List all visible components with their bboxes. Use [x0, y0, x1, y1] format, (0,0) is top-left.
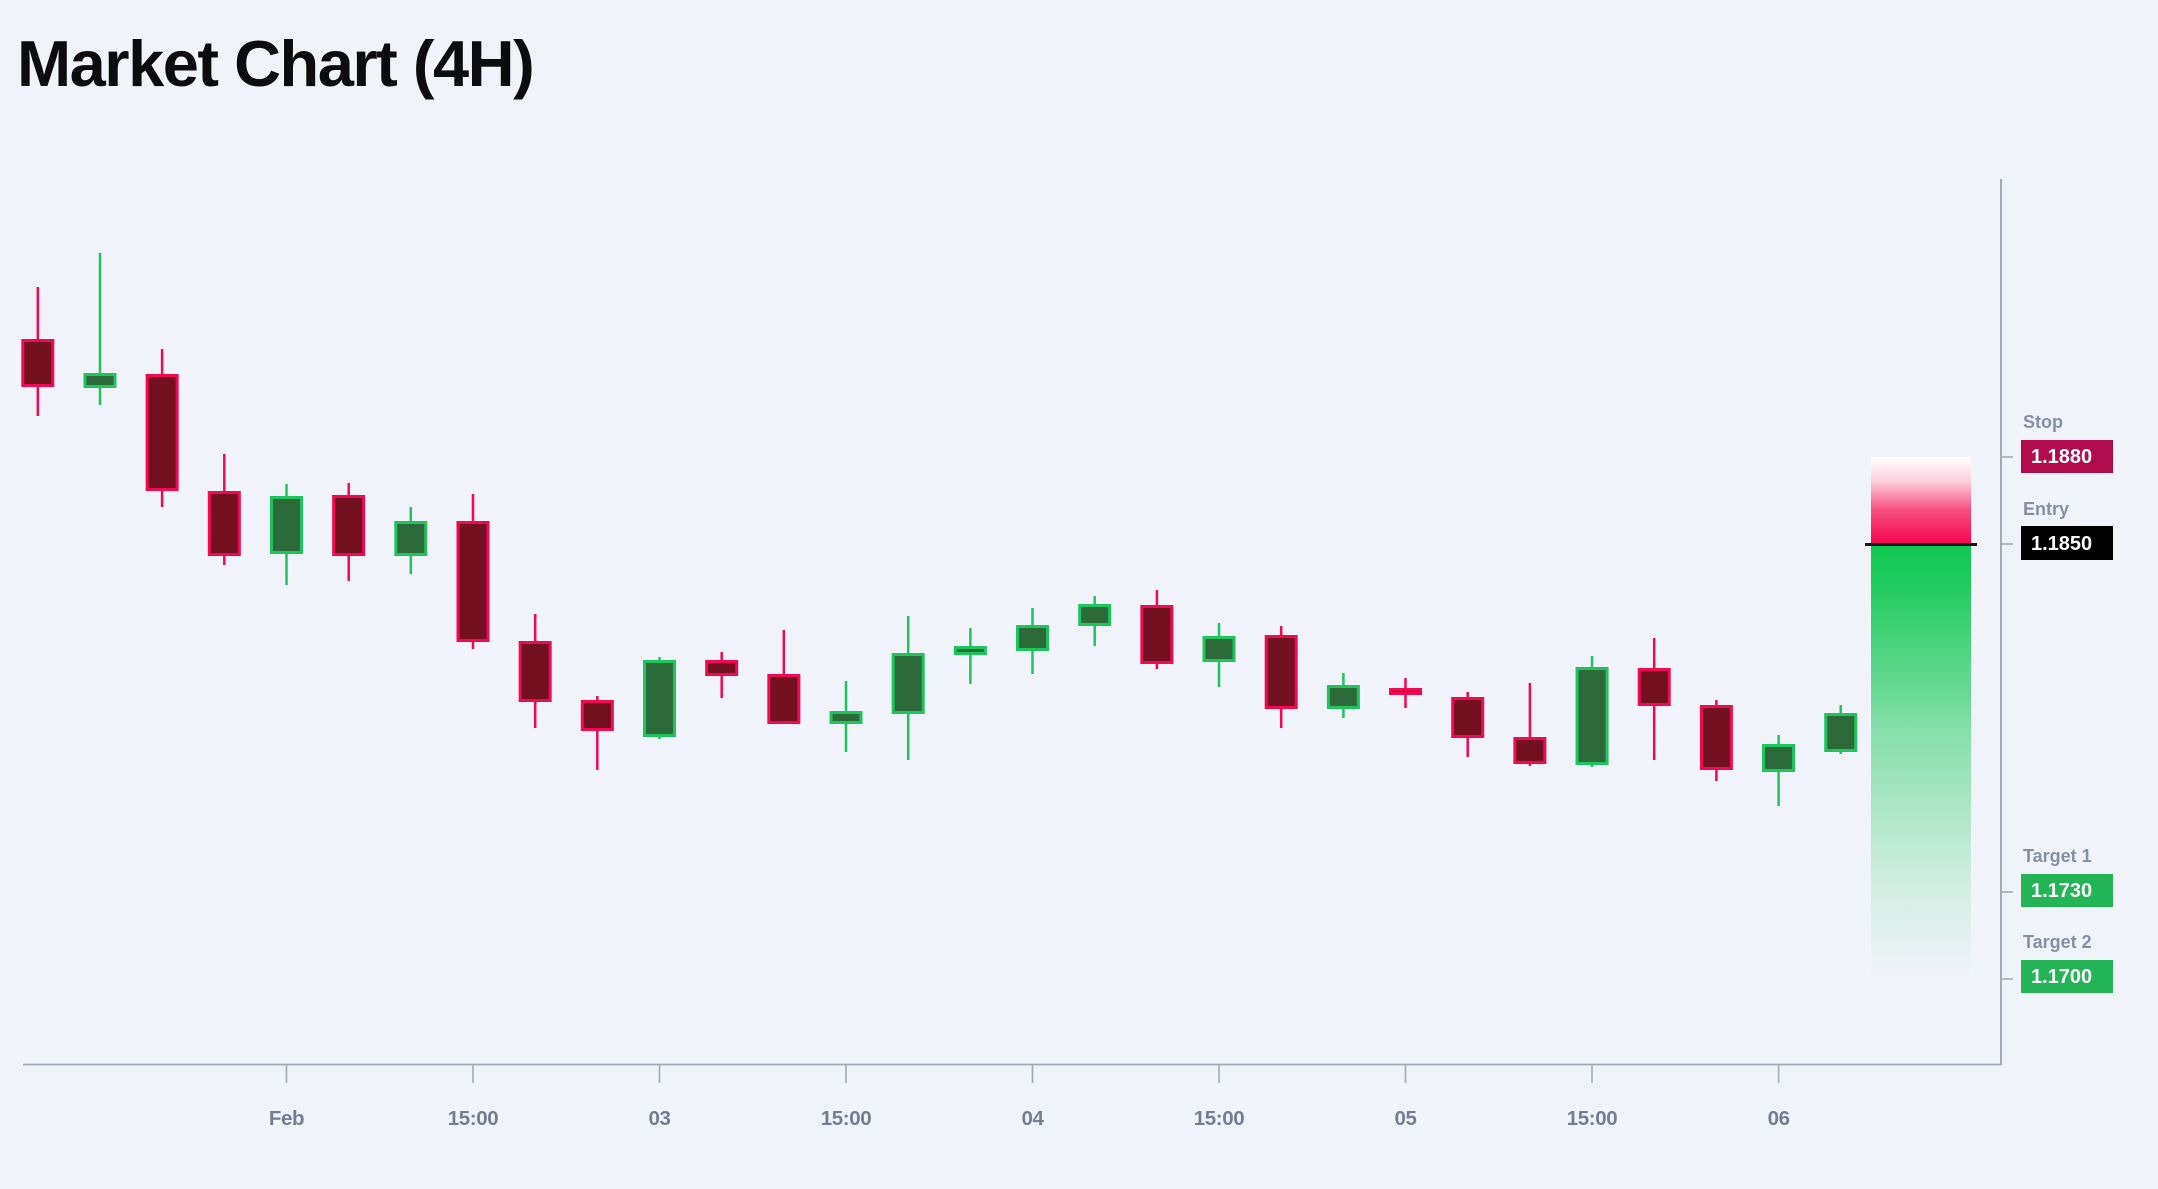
svg-text:15:00: 15:00	[821, 1107, 871, 1130]
svg-text:06: 06	[1768, 1107, 1790, 1130]
svg-text:15:00: 15:00	[1194, 1107, 1244, 1130]
svg-text:05: 05	[1394, 1107, 1416, 1130]
svg-text:15:00: 15:00	[448, 1107, 498, 1130]
svg-text:03: 03	[648, 1107, 670, 1130]
svg-text:15:00: 15:00	[1567, 1107, 1617, 1130]
svg-text:Stop: Stop	[2023, 412, 2063, 432]
svg-text:1.1850: 1.1850	[2031, 533, 2092, 555]
svg-text:1.1730: 1.1730	[2031, 880, 2092, 902]
svg-text:04: 04	[1021, 1107, 1044, 1130]
svg-text:Market Chart (4H): Market Chart (4H)	[17, 27, 533, 100]
svg-text:1.1700: 1.1700	[2031, 966, 2092, 988]
svg-text:1.1880: 1.1880	[2031, 446, 2092, 468]
svg-text:Target 1: Target 1	[2023, 846, 2092, 866]
svg-text:Target 2: Target 2	[2023, 932, 2092, 952]
svg-text:Entry: Entry	[2023, 499, 2069, 519]
svg-text:Feb: Feb	[269, 1107, 304, 1130]
